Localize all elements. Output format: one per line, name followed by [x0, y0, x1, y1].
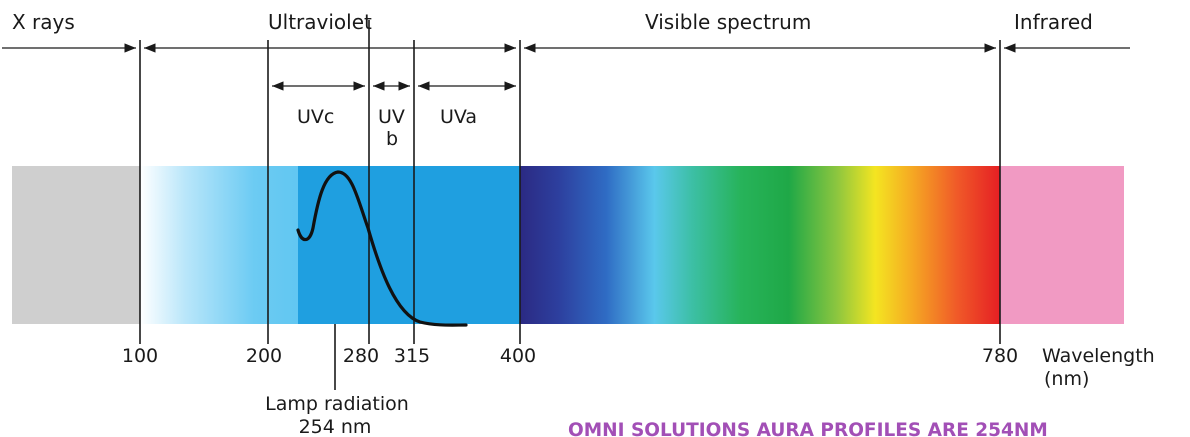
tick-400: 400 — [500, 345, 536, 367]
tick-200: 200 — [246, 345, 282, 367]
lamp-label-line1: Lamp radiation — [265, 393, 409, 415]
visible-spectrum-label: Visible spectrum — [645, 10, 811, 34]
tick-315: 315 — [394, 345, 430, 367]
visible-band — [520, 166, 1000, 324]
uvb-label-line1: UV — [378, 106, 405, 128]
uva-label: UVa — [440, 106, 477, 128]
xrays-label: X rays — [12, 10, 75, 34]
uvc-label: UVc — [297, 106, 334, 128]
tick-100: 100 — [122, 345, 158, 367]
infrared-label: Infrared — [1014, 10, 1093, 34]
infrared-band — [1000, 166, 1124, 324]
tick-780: 780 — [982, 345, 1018, 367]
ultraviolet-label: Ultraviolet — [268, 10, 372, 34]
axis-label-line1: Wavelength — [1042, 345, 1155, 367]
boundary-lines — [139, 20, 1001, 390]
axis-label-line2: (nm) — [1044, 368, 1089, 390]
tick-280: 280 — [343, 345, 379, 367]
caption: OMNI SOLUTIONS AURA PROFILES ARE 254NM — [568, 420, 1048, 437]
lamp-emission-curve — [296, 170, 468, 327]
lamp-label-line2: 254 nm — [299, 416, 372, 437]
uvb-label-line2: b — [386, 128, 398, 150]
lamp-band — [298, 166, 520, 324]
xray-band — [12, 166, 140, 324]
region-arrows — [2, 43, 1130, 91]
